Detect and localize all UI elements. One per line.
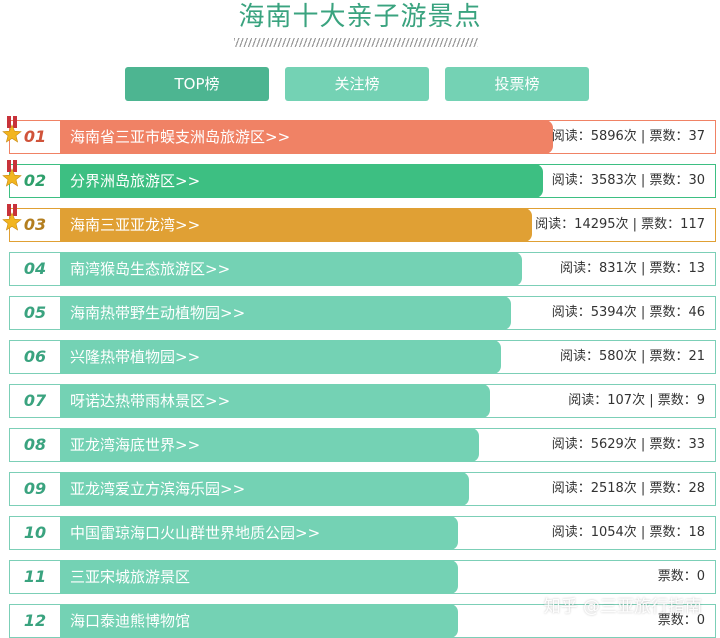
ranking-bar[interactable]: 亚龙湾海底世界>>	[60, 428, 479, 462]
rank-number: 09	[23, 479, 47, 498]
ranking-row[interactable]: 02 分界洲岛旅游区>> 阅读：3583次 | 票数：30	[2, 160, 716, 198]
ranking-stats: 阅读：1054次 | 票数：18	[551, 525, 705, 540]
ranking-bar[interactable]: 呀诺达热带雨林景区>>	[60, 384, 490, 418]
ranking-stats: 阅读：5896次 | 票数：37	[551, 129, 705, 144]
ranking-stats: 阅读：831次 | 票数：13	[560, 261, 705, 276]
tab-follow[interactable]: 关注榜	[285, 67, 429, 101]
rank-number: 07	[23, 391, 47, 410]
ranking-bar[interactable]: 海南热带野生动植物园>>	[60, 296, 511, 330]
ranking-row[interactable]: 03 海南三亚亚龙湾>> 阅读：14295次 | 票数：117	[2, 204, 716, 242]
ranking-stats: 阅读：3583次 | 票数：30	[551, 173, 705, 188]
rank-number: 12	[23, 611, 47, 630]
ranking-bar[interactable]: 海口泰迪熊博物馆	[60, 604, 458, 638]
rank-number: 04	[23, 259, 47, 278]
tab-vote[interactable]: 投票榜	[445, 67, 589, 101]
rank-number: 03	[23, 215, 47, 234]
ranking-row[interactable]: 08 亚龙湾海底世界>> 阅读：5629次 | 票数：33	[9, 428, 716, 462]
ranking-stats: 阅读：107次 | 票数：9	[568, 393, 705, 408]
ranking-bar[interactable]: 三亚宋城旅游景区	[60, 560, 458, 594]
ranking-tabs: TOP榜 关注榜 投票榜	[0, 67, 720, 101]
medal-icon	[2, 204, 22, 231]
watermark: 知乎 @三亚旅行指南	[543, 597, 702, 617]
ranking-stats: 阅读：14295次 | 票数：117	[535, 217, 705, 232]
ranking-bar[interactable]: 分界洲岛旅游区>>	[60, 164, 543, 198]
rank-number: 05	[23, 303, 47, 322]
ranking-row[interactable]: 06 兴隆热带植物园>> 阅读：580次 | 票数：21	[9, 340, 716, 374]
ranking-stats: 票数：0	[657, 613, 705, 628]
ranking-stats: 票数：0	[657, 569, 705, 584]
rank-number: 01	[23, 127, 47, 146]
ranking-row[interactable]: 10 中国雷琼海口火山群世界地质公园>> 阅读：1054次 | 票数：18	[9, 516, 716, 550]
ranking-stats: 阅读：5629次 | 票数：33	[551, 437, 705, 452]
ranking-row[interactable]: 04 南湾猴岛生态旅游区>> 阅读：831次 | 票数：13	[9, 252, 716, 286]
rank-number: 10	[23, 523, 47, 542]
tab-top[interactable]: TOP榜	[125, 67, 269, 101]
ranking-stats: 阅读：2518次 | 票数：28	[551, 481, 705, 496]
ranking-row[interactable]: 01 海南省三亚市蜈支洲岛旅游区>> 阅读：5896次 | 票数：37	[2, 116, 716, 154]
rank-number: 02	[23, 171, 47, 190]
ranking-row[interactable]: 09 亚龙湾爱立方滨海乐园>> 阅读：2518次 | 票数：28	[9, 472, 716, 506]
rank-number: 11	[23, 567, 47, 586]
ranking-bar[interactable]: 中国雷琼海口火山群世界地质公园>>	[60, 516, 458, 550]
medal-icon	[2, 116, 22, 143]
rank-number: 08	[23, 435, 47, 454]
ranking-bar[interactable]: 南湾猴岛生态旅游区>>	[60, 252, 522, 286]
ranking-row[interactable]: 07 呀诺达热带雨林景区>> 阅读：107次 | 票数：9	[9, 384, 716, 418]
ranking-bar[interactable]: 亚龙湾爱立方滨海乐园>>	[60, 472, 469, 506]
ranking-row[interactable]: 12 海口泰迪熊博物馆 票数：0	[9, 604, 716, 638]
ranking-row[interactable]: 05 海南热带野生动植物园>> 阅读：5394次 | 票数：46	[9, 296, 716, 330]
ranking-stats: 阅读：580次 | 票数：21	[560, 349, 705, 364]
ranking-row[interactable]: 11 三亚宋城旅游景区 票数：0	[9, 560, 716, 594]
ranking-stats: 阅读：5394次 | 票数：46	[551, 305, 705, 320]
ranking-bar[interactable]: 海南三亚亚龙湾>>	[60, 208, 532, 242]
title-hatch-divider	[234, 38, 478, 47]
ranking-bar[interactable]: 兴隆热带植物园>>	[60, 340, 501, 374]
rank-number: 06	[23, 347, 47, 366]
medal-icon	[2, 160, 22, 187]
page-title: 海南十大亲子游景点	[238, 2, 482, 32]
ranking-bar[interactable]: 海南省三亚市蜈支洲岛旅游区>>	[60, 120, 553, 154]
